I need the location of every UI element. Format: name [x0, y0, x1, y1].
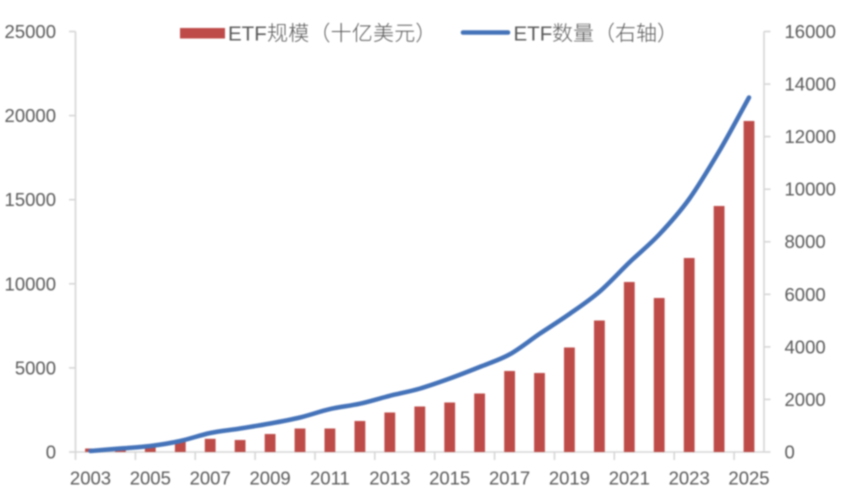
svg-text:2005: 2005 — [130, 468, 171, 489]
svg-text:2013: 2013 — [369, 468, 410, 489]
svg-text:0: 0 — [785, 442, 795, 463]
svg-text:25000: 25000 — [5, 21, 56, 42]
svg-text:2019: 2019 — [549, 468, 590, 489]
svg-text:2009: 2009 — [250, 468, 291, 489]
svg-text:ETF: ETF — [514, 23, 553, 46]
svg-text:2023: 2023 — [669, 468, 710, 489]
svg-text:0: 0 — [46, 442, 56, 463]
svg-text:2017: 2017 — [489, 468, 530, 489]
svg-text:2025: 2025 — [728, 468, 769, 489]
svg-text:15000: 15000 — [5, 189, 56, 210]
svg-text:2015: 2015 — [429, 468, 470, 489]
svg-text:2000: 2000 — [785, 389, 826, 410]
svg-text:5000: 5000 — [15, 357, 56, 378]
svg-text:2003: 2003 — [70, 468, 111, 489]
svg-text:12000: 12000 — [785, 126, 836, 147]
svg-text:8000: 8000 — [785, 231, 826, 252]
svg-text:ETF: ETF — [228, 23, 267, 46]
svg-text:2011: 2011 — [310, 468, 350, 489]
svg-text:14000: 14000 — [785, 74, 836, 95]
svg-text:20000: 20000 — [5, 105, 56, 126]
svg-text:10000: 10000 — [5, 273, 56, 294]
svg-text:16000: 16000 — [785, 21, 836, 42]
svg-text:6000: 6000 — [785, 284, 826, 305]
svg-text:10000: 10000 — [785, 179, 836, 200]
svg-text:4000: 4000 — [785, 336, 826, 357]
svg-text:2021: 2021 — [609, 468, 650, 489]
svg-text:2007: 2007 — [190, 468, 231, 489]
